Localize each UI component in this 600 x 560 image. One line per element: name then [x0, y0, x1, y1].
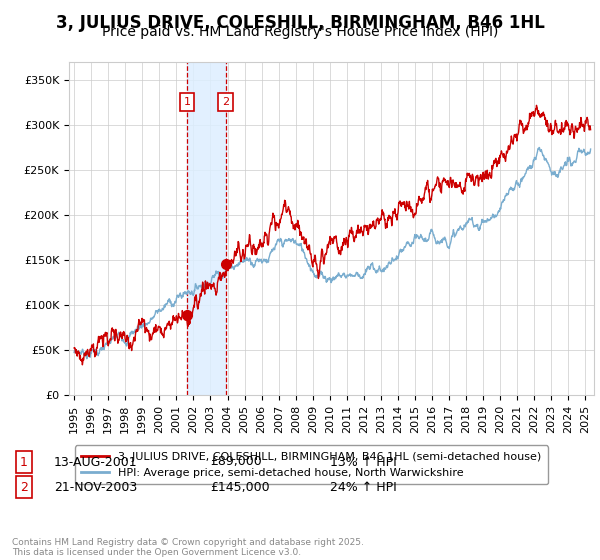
- Text: 1: 1: [20, 455, 28, 469]
- Text: 24% ↑ HPI: 24% ↑ HPI: [330, 480, 397, 494]
- Text: 2: 2: [20, 480, 28, 494]
- Text: £145,000: £145,000: [210, 480, 269, 494]
- Legend: 3, JULIUS DRIVE, COLESHILL, BIRMINGHAM, B46 1HL (semi-detached house), HPI: Aver: 3, JULIUS DRIVE, COLESHILL, BIRMINGHAM, …: [74, 445, 548, 484]
- Text: 13-AUG-2001: 13-AUG-2001: [54, 455, 137, 469]
- Text: 13% ↑ HPI: 13% ↑ HPI: [330, 455, 397, 469]
- Text: Price paid vs. HM Land Registry's House Price Index (HPI): Price paid vs. HM Land Registry's House …: [102, 25, 498, 39]
- Bar: [187, 62, 226, 395]
- Text: 3, JULIUS DRIVE, COLESHILL, BIRMINGHAM, B46 1HL: 3, JULIUS DRIVE, COLESHILL, BIRMINGHAM, …: [56, 14, 544, 32]
- Text: 2: 2: [222, 97, 229, 107]
- Text: Contains HM Land Registry data © Crown copyright and database right 2025.
This d: Contains HM Land Registry data © Crown c…: [12, 538, 364, 557]
- Text: £89,000: £89,000: [210, 455, 262, 469]
- Text: 21-NOV-2003: 21-NOV-2003: [54, 480, 137, 494]
- Text: 1: 1: [184, 97, 190, 107]
